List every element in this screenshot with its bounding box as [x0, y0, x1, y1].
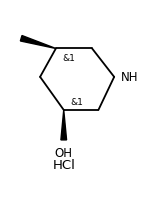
Text: &1: &1: [62, 53, 75, 62]
Polygon shape: [20, 36, 56, 49]
Text: OH: OH: [55, 146, 73, 159]
Text: &1: &1: [70, 97, 83, 106]
Text: NH: NH: [121, 71, 138, 84]
Text: HCl: HCl: [52, 158, 75, 171]
Polygon shape: [61, 110, 67, 140]
